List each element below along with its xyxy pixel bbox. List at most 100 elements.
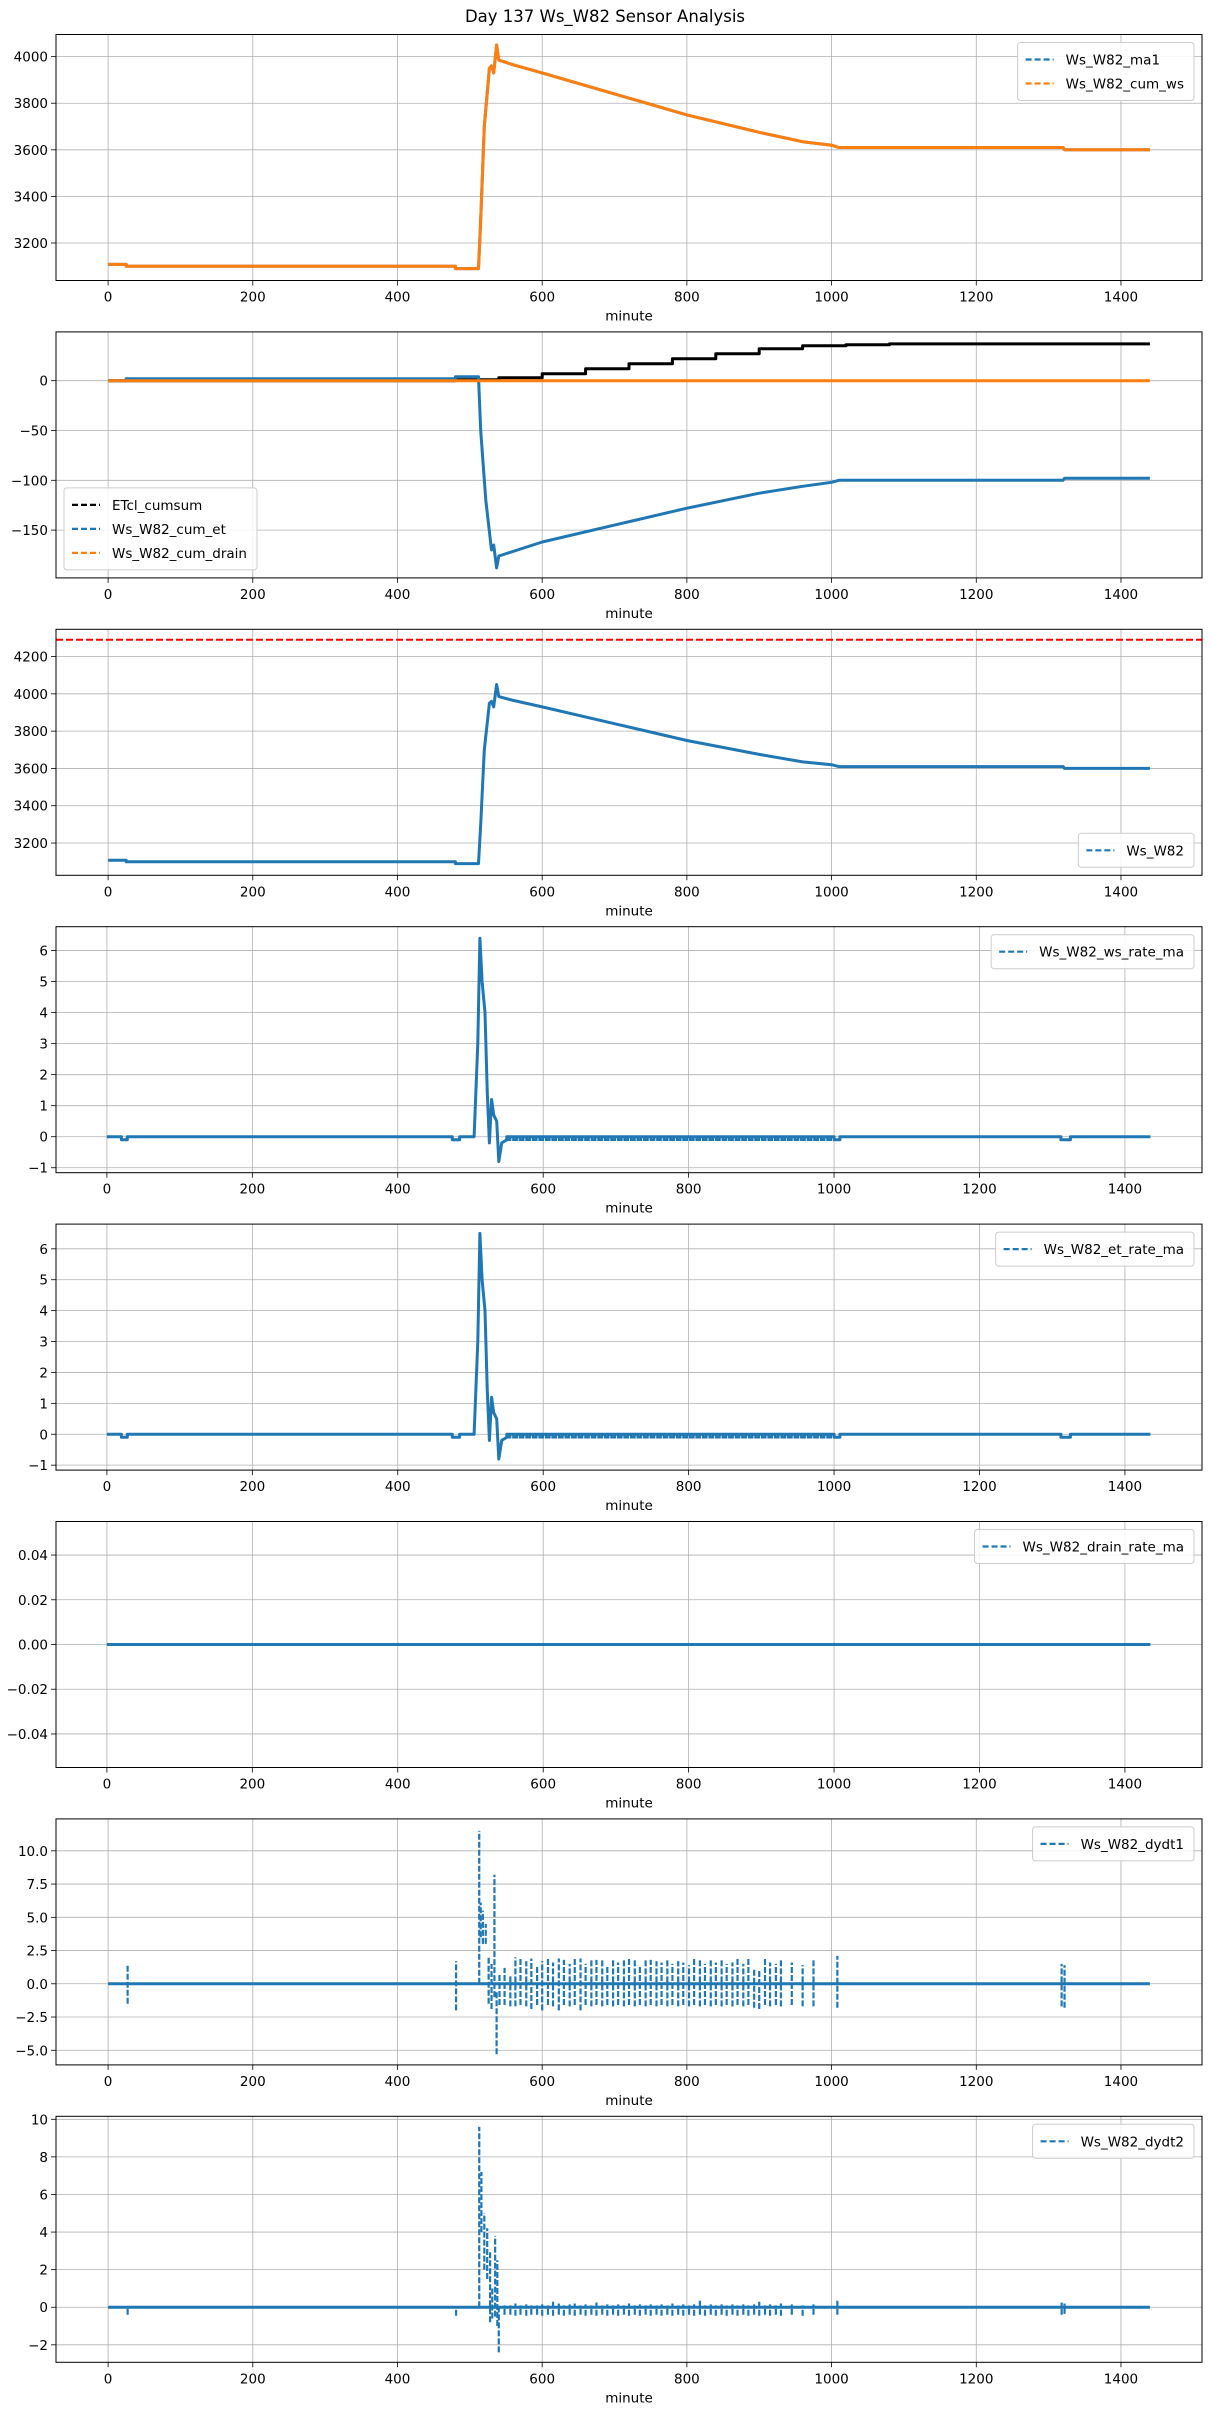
legend: Ws_W82_et_rate_ma <box>995 1231 1195 1267</box>
x-tick-label: 600 <box>530 1182 556 1198</box>
legend-item: ETcl_cumsum <box>72 498 202 514</box>
axes-frame <box>55 1818 1203 2066</box>
y-tick-label: 5.0 <box>27 1910 48 1926</box>
y-tick-label: 4 <box>39 1006 48 1022</box>
x-tick-label: 400 <box>385 290 411 306</box>
plot-area <box>56 638 1202 866</box>
x-tick-label: 200 <box>239 1479 265 1495</box>
legend-item: Ws_W82_cum_ws <box>1025 77 1184 93</box>
legend-box <box>995 1231 1195 1267</box>
axes-frame <box>55 628 1203 876</box>
legend-item: Ws_W82 <box>1086 843 1184 859</box>
x-tick-label: 1000 <box>814 884 848 900</box>
x-tick-label: 1000 <box>817 1777 851 1793</box>
x-tick-label: 400 <box>385 2074 411 2090</box>
legend: Ws_W82_dydt1 <box>1032 1826 1195 1862</box>
subplot-5: 0 200 400 600 800 1000 1200 1400 −1 0 1 2 3 4 5 6 minute… <box>28 1223 1203 1514</box>
series-line <box>108 43 1150 271</box>
series-Ws_W82_cum_ws <box>108 43 1150 271</box>
x-tick-label: 600 <box>529 2371 555 2387</box>
legend-item: Ws_W82_dydt2 <box>1040 2134 1184 2150</box>
y-tick-label: 3600 <box>14 761 48 777</box>
subplot-7: 0 200 400 600 800 1000 1200 1400 −5.0 −2.5 0.0 2.5 5… <box>15 1818 1203 2109</box>
x-tick-label: 400 <box>385 587 411 603</box>
x-tick-label: 1200 <box>962 1182 996 1198</box>
series-ETcl_cumsum <box>108 342 1150 383</box>
x-tick-label: 600 <box>529 884 555 900</box>
plot-area <box>108 1830 1150 2055</box>
x-tick-label: 0 <box>104 587 113 603</box>
x-axis-label: minute <box>605 1498 653 1514</box>
legend-label: Ws_W82 <box>1126 843 1184 859</box>
series-line <box>106 936 1151 1163</box>
x-tick-label: 800 <box>676 1182 702 1198</box>
y-tick-label: −5.0 <box>15 2043 48 2059</box>
legend-item: Ws_W82_drain_rate_ma <box>982 1540 1184 1556</box>
legend-item: Ws_W82_cum_drain <box>72 546 247 562</box>
x-tick-label: 1000 <box>814 587 848 603</box>
legend-box <box>1032 1826 1195 1862</box>
legend-label: Ws_W82_cum_drain <box>112 546 247 562</box>
axes-frame <box>55 1521 1203 1768</box>
y-tick-label: 3400 <box>14 799 48 815</box>
x-tick-label: 1400 <box>1104 2074 1138 2090</box>
x-tick-label: 400 <box>385 2371 411 2387</box>
series-line <box>108 683 1150 866</box>
y-tick-label: 2 <box>39 1365 48 1381</box>
x-tick-label: 800 <box>674 2371 700 2387</box>
x-tick-label: 1400 <box>1108 1777 1142 1793</box>
y-tick-label: −2.5 <box>15 2010 48 2026</box>
x-axis-label: minute <box>605 903 653 919</box>
y-tick-label: 0 <box>39 374 48 390</box>
y-tick-label: −0.02 <box>7 1682 48 1698</box>
y-tick-label: 3 <box>39 1335 48 1351</box>
y-tick-label: 3200 <box>14 236 48 252</box>
legend-label: Ws_W82_dydt1 <box>1081 1837 1184 1853</box>
legend-item: Ws_W82_cum_et <box>72 522 226 538</box>
y-tick-label: 0.02 <box>18 1593 48 1609</box>
x-tick-label: 0 <box>103 1182 112 1198</box>
series-line <box>108 375 1150 570</box>
x-tick-label: 800 <box>676 1479 702 1495</box>
y-tick-label: 3800 <box>14 724 48 740</box>
x-tick-label: 1200 <box>962 1479 996 1495</box>
figure-title: Day 137 Ws_W82 Sensor Analysis <box>465 7 745 27</box>
series-Ws_W82_cum_et <box>108 375 1150 570</box>
y-tick-label: 1 <box>39 1099 48 1115</box>
x-tick-label: 400 <box>385 884 411 900</box>
y-tick-label: 3 <box>39 1037 48 1053</box>
x-tick-label: 1000 <box>814 2074 848 2090</box>
y-tick-label: −2 <box>28 2338 48 2354</box>
y-tick-label: −50 <box>20 423 49 439</box>
legend-box <box>1017 42 1195 101</box>
x-axis-label: minute <box>605 2093 653 2109</box>
legend-label: Ws_W82_cum_et <box>112 522 226 538</box>
x-tick-label: 1400 <box>1104 884 1138 900</box>
x-tick-label: 400 <box>385 1479 411 1495</box>
series-Ws_W82_et_rate_ma <box>106 1231 1151 1461</box>
x-tick-label: 800 <box>674 2074 700 2090</box>
x-tick-label: 1000 <box>814 2371 848 2387</box>
subplot-6: 0 200 400 600 800 1000 1200 1400 −0.04 −0.02 0.00 0… <box>7 1521 1203 1812</box>
x-tick-label: 1400 <box>1104 290 1138 306</box>
y-tick-label: 10.0 <box>18 1844 48 1860</box>
x-tick-label: 1400 <box>1104 587 1138 603</box>
legend: Ws_W82_ws_rate_ma <box>990 934 1195 970</box>
x-tick-label: 1400 <box>1108 1182 1142 1198</box>
y-tick-label: 4 <box>39 1304 48 1320</box>
y-tick-label: 2 <box>39 2263 48 2279</box>
x-tick-label: 1000 <box>814 290 848 306</box>
x-tick-label: 0 <box>104 2074 113 2090</box>
legend-label: Ws_W82_dydt2 <box>1081 2134 1184 2150</box>
y-tick-label: 0 <box>39 1427 48 1443</box>
y-tick-label: 3800 <box>14 96 48 112</box>
y-tick-label: 0.04 <box>18 1548 48 1564</box>
legend-item: Ws_W82_ma1 <box>1025 53 1160 69</box>
legend-label: Ws_W82_cum_ws <box>1066 77 1184 93</box>
subplot-3: 0 200 400 600 800 1000 1200 1400 3200 3400 3600 380… <box>14 628 1203 919</box>
legend: Ws_W82_dydt2 <box>1032 2123 1195 2159</box>
x-tick-label: 200 <box>240 587 266 603</box>
x-axis-label: minute <box>605 2390 653 2406</box>
